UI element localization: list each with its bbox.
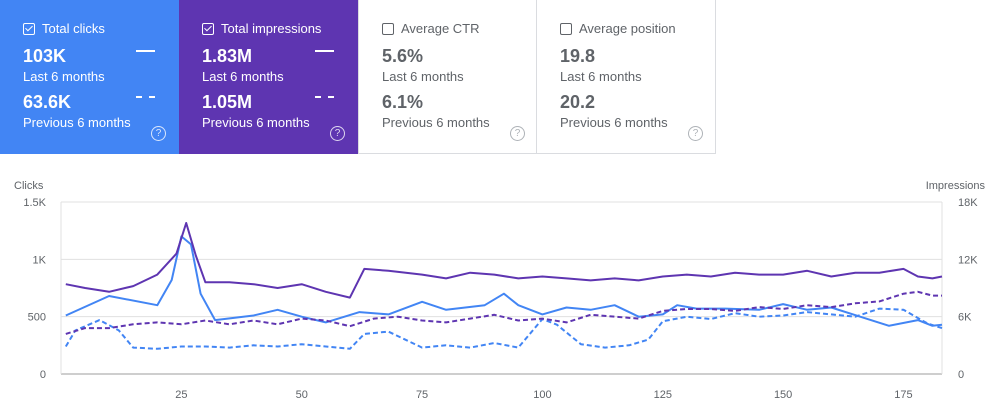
metric-value-previous: 6.1% bbox=[382, 92, 424, 112]
right-tick-label: 6K bbox=[958, 312, 972, 324]
metric-period-previous: Previous 6 months bbox=[382, 115, 490, 130]
metric-header: Average CTR bbox=[382, 21, 480, 36]
solid-line-legend-icon bbox=[315, 50, 334, 52]
checkbox-checked-icon[interactable] bbox=[202, 22, 214, 35]
right-axis-label: Impressions bbox=[926, 180, 986, 192]
performance-chart: Clicks Impressions 0 500 1K 1.5K 0 6K 12K 18K 25 50… bbox=[14, 180, 986, 401]
metric-value-current: 5.6% bbox=[382, 46, 424, 66]
metric-value-current: 103K bbox=[23, 46, 67, 66]
metric-label: Average CTR bbox=[401, 21, 480, 36]
metric-period-current: Last 6 months bbox=[23, 69, 105, 84]
metric-header: Total impressions bbox=[202, 21, 321, 36]
metric-period-previous: Previous 6 months bbox=[560, 115, 668, 130]
right-tick-label: 0 bbox=[958, 369, 964, 381]
metric-card-average-position[interactable]: Average position 19.8 Last 6 months 20.2… bbox=[537, 0, 716, 154]
metric-header: Total clicks bbox=[23, 21, 105, 36]
metric-header: Average position bbox=[560, 21, 676, 36]
metric-label: Total impressions bbox=[221, 21, 322, 36]
x-tick-label: 150 bbox=[774, 389, 792, 401]
metric-period-current: Last 6 months bbox=[560, 69, 642, 84]
x-tick-label: 75 bbox=[416, 389, 428, 401]
metric-card-average-ctr[interactable]: Average CTR 5.6% Last 6 months 6.1% Prev… bbox=[358, 0, 537, 154]
left-tick-label: 1.5K bbox=[23, 197, 46, 209]
checkbox-unchecked-icon[interactable] bbox=[560, 22, 572, 35]
dashed-line-legend-icon bbox=[315, 96, 334, 98]
metric-period-previous: Previous 6 months bbox=[202, 115, 310, 130]
series-line-clicks-dashed bbox=[64, 307, 943, 350]
solid-line-legend-icon bbox=[136, 50, 155, 52]
x-tick-label: 125 bbox=[654, 389, 672, 401]
metric-value-previous: 20.2 bbox=[560, 92, 596, 112]
metric-label: Average position bbox=[579, 21, 676, 36]
metric-card-total-clicks[interactable]: Total clicks 103K Last 6 months 63.6K Pr… bbox=[0, 0, 179, 154]
metric-cards: Total clicks 103K Last 6 months 63.6K Pr… bbox=[0, 0, 716, 154]
dashed-line-legend-icon bbox=[136, 96, 155, 98]
metric-value-previous: 1.05M bbox=[202, 92, 253, 112]
left-tick-label: 0 bbox=[40, 369, 46, 381]
help-icon[interactable]: ? bbox=[151, 126, 166, 141]
left-axis-label: Clicks bbox=[14, 180, 44, 192]
help-icon[interactable]: ? bbox=[688, 126, 703, 141]
help-icon[interactable]: ? bbox=[330, 126, 345, 141]
series-line-clicks-solid bbox=[65, 235, 943, 327]
metric-value-previous: 63.6K bbox=[23, 92, 72, 112]
checkbox-unchecked-icon[interactable] bbox=[382, 22, 394, 35]
x-tick-label: 50 bbox=[296, 389, 308, 401]
metric-period-previous: Previous 6 months bbox=[23, 115, 131, 130]
checkbox-checked-icon[interactable] bbox=[23, 22, 35, 35]
series-line-impressions-solid bbox=[65, 222, 943, 299]
help-icon[interactable]: ? bbox=[510, 126, 525, 141]
metric-value-current: 1.83M bbox=[202, 46, 253, 66]
right-tick-label: 12K bbox=[958, 254, 978, 266]
left-tick-label: 1K bbox=[33, 254, 47, 266]
left-tick-label: 500 bbox=[28, 312, 46, 324]
series-line-impressions-dashed bbox=[65, 290, 942, 335]
metric-card-total-impressions[interactable]: Total impressions 1.83M Last 6 months 1.… bbox=[179, 0, 358, 154]
metric-value-current: 19.8 bbox=[560, 46, 596, 66]
x-tick-label: 175 bbox=[894, 389, 912, 401]
x-tick-label: 100 bbox=[533, 389, 551, 401]
metric-label: Total clicks bbox=[42, 21, 105, 36]
metric-period-current: Last 6 months bbox=[382, 69, 464, 84]
x-tick-label: 25 bbox=[175, 389, 187, 401]
right-tick-label: 18K bbox=[958, 197, 978, 209]
metric-period-current: Last 6 months bbox=[202, 69, 284, 84]
